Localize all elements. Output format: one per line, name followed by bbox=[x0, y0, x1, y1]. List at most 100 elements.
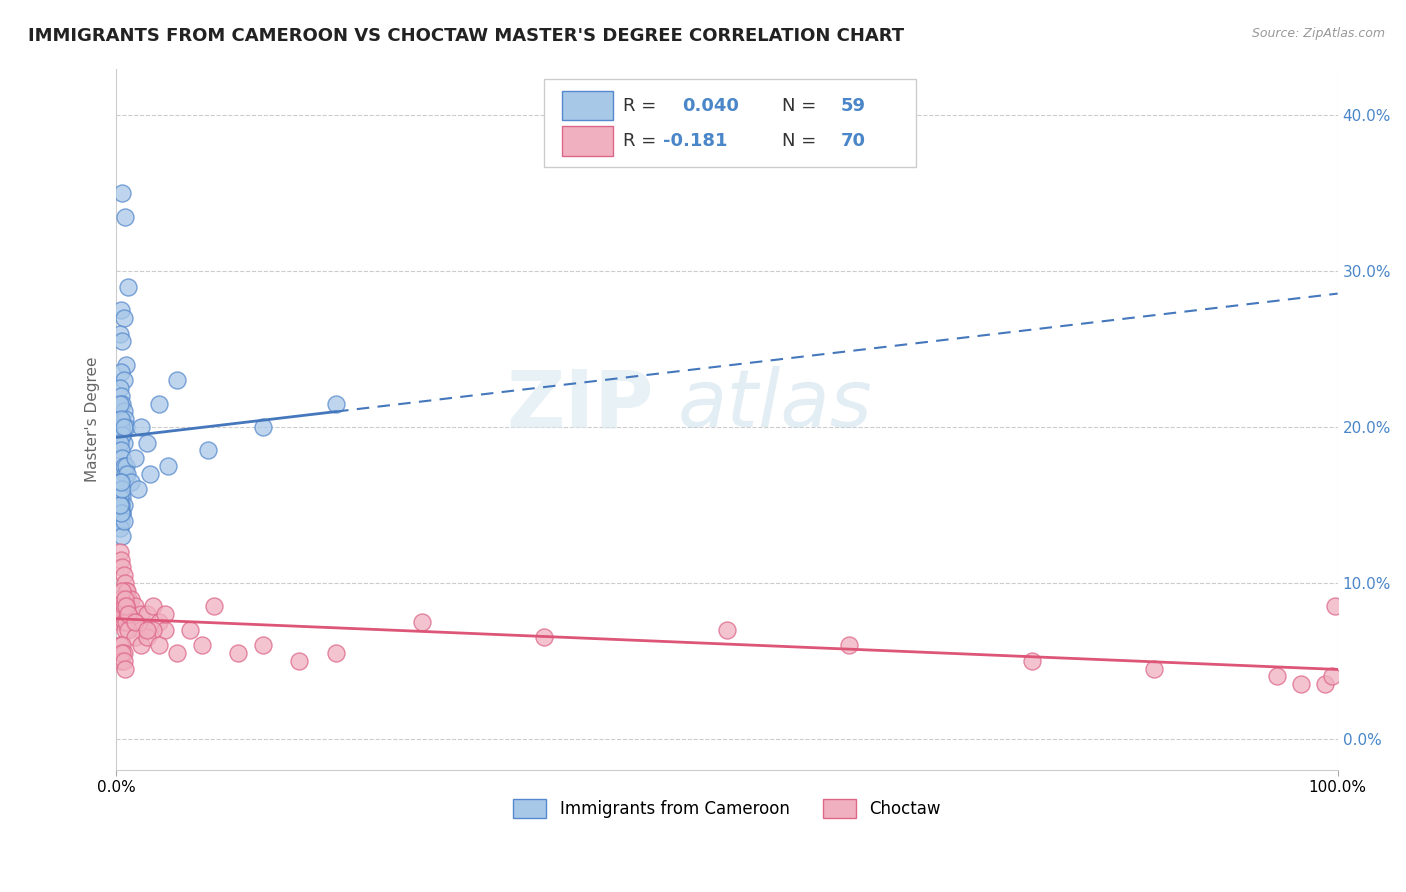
Point bbox=[108, 381, 131, 395]
Point bbox=[838, 638, 860, 652]
Point bbox=[111, 560, 134, 574]
Point bbox=[115, 358, 138, 372]
Point bbox=[115, 583, 138, 598]
Point bbox=[135, 631, 157, 645]
Point bbox=[111, 638, 134, 652]
Point bbox=[111, 427, 134, 442]
Point bbox=[110, 303, 132, 318]
Point bbox=[139, 467, 162, 481]
Point bbox=[108, 475, 131, 489]
Point bbox=[1315, 677, 1337, 691]
Point bbox=[111, 583, 134, 598]
Point bbox=[124, 451, 146, 466]
Point bbox=[117, 607, 139, 621]
Text: Source: ZipAtlas.com: Source: ZipAtlas.com bbox=[1251, 27, 1385, 40]
Text: N =: N = bbox=[782, 96, 823, 115]
Point bbox=[111, 529, 134, 543]
Point bbox=[111, 334, 134, 349]
Point bbox=[111, 427, 134, 442]
Point bbox=[110, 366, 132, 380]
Point bbox=[112, 654, 135, 668]
Point bbox=[252, 638, 274, 652]
Point bbox=[108, 638, 131, 652]
Point bbox=[114, 623, 136, 637]
Legend: Immigrants from Cameroon, Choctaw: Immigrants from Cameroon, Choctaw bbox=[506, 792, 948, 825]
Point bbox=[108, 521, 131, 535]
Point bbox=[110, 654, 132, 668]
Point bbox=[288, 654, 311, 668]
Point bbox=[110, 552, 132, 566]
Point bbox=[108, 599, 131, 614]
Text: atlas: atlas bbox=[678, 367, 873, 444]
Point bbox=[111, 490, 134, 504]
Point bbox=[1021, 654, 1043, 668]
Point bbox=[1320, 669, 1343, 683]
Point bbox=[112, 615, 135, 629]
Point bbox=[111, 451, 134, 466]
Point bbox=[120, 475, 142, 489]
Point bbox=[148, 397, 170, 411]
FancyBboxPatch shape bbox=[562, 126, 613, 155]
Point bbox=[148, 615, 170, 629]
Text: 0.040: 0.040 bbox=[682, 96, 738, 115]
Point bbox=[148, 638, 170, 652]
Point bbox=[112, 458, 135, 473]
Point bbox=[112, 646, 135, 660]
Point bbox=[112, 514, 135, 528]
Point bbox=[115, 420, 138, 434]
Point bbox=[202, 599, 225, 614]
Point bbox=[112, 568, 135, 582]
Point bbox=[110, 591, 132, 606]
Point bbox=[112, 599, 135, 614]
Point bbox=[114, 662, 136, 676]
Point bbox=[129, 623, 152, 637]
Point bbox=[114, 210, 136, 224]
Point bbox=[110, 591, 132, 606]
Point bbox=[111, 506, 134, 520]
Point bbox=[110, 475, 132, 489]
Point bbox=[110, 615, 132, 629]
Point bbox=[115, 615, 138, 629]
Point bbox=[153, 623, 176, 637]
Point bbox=[197, 443, 219, 458]
Point bbox=[112, 373, 135, 387]
Point bbox=[135, 607, 157, 621]
Point bbox=[117, 583, 139, 598]
Point bbox=[411, 615, 433, 629]
Point bbox=[114, 467, 136, 481]
Text: -0.181: -0.181 bbox=[664, 132, 728, 150]
Point bbox=[166, 373, 188, 387]
Point bbox=[108, 326, 131, 341]
Point bbox=[110, 483, 132, 497]
Point bbox=[114, 576, 136, 591]
Point bbox=[1265, 669, 1288, 683]
Point bbox=[124, 599, 146, 614]
Point bbox=[179, 623, 201, 637]
Point bbox=[191, 638, 214, 652]
Point bbox=[108, 545, 131, 559]
Text: R =: R = bbox=[623, 96, 662, 115]
Point bbox=[110, 498, 132, 512]
Point bbox=[111, 607, 134, 621]
Point bbox=[135, 435, 157, 450]
Point bbox=[114, 591, 136, 606]
Point bbox=[252, 420, 274, 434]
Point bbox=[129, 607, 152, 621]
Point bbox=[110, 646, 132, 660]
Point bbox=[117, 607, 139, 621]
Point bbox=[117, 279, 139, 293]
Point bbox=[110, 506, 132, 520]
Point bbox=[135, 623, 157, 637]
Point bbox=[114, 412, 136, 426]
Point bbox=[110, 412, 132, 426]
Point bbox=[108, 397, 131, 411]
Point bbox=[110, 443, 132, 458]
Point bbox=[112, 404, 135, 418]
Point bbox=[110, 514, 132, 528]
Point bbox=[112, 420, 135, 434]
Point bbox=[117, 623, 139, 637]
Point bbox=[716, 623, 738, 637]
Point bbox=[1143, 662, 1166, 676]
Point bbox=[120, 591, 142, 606]
Point bbox=[110, 389, 132, 403]
